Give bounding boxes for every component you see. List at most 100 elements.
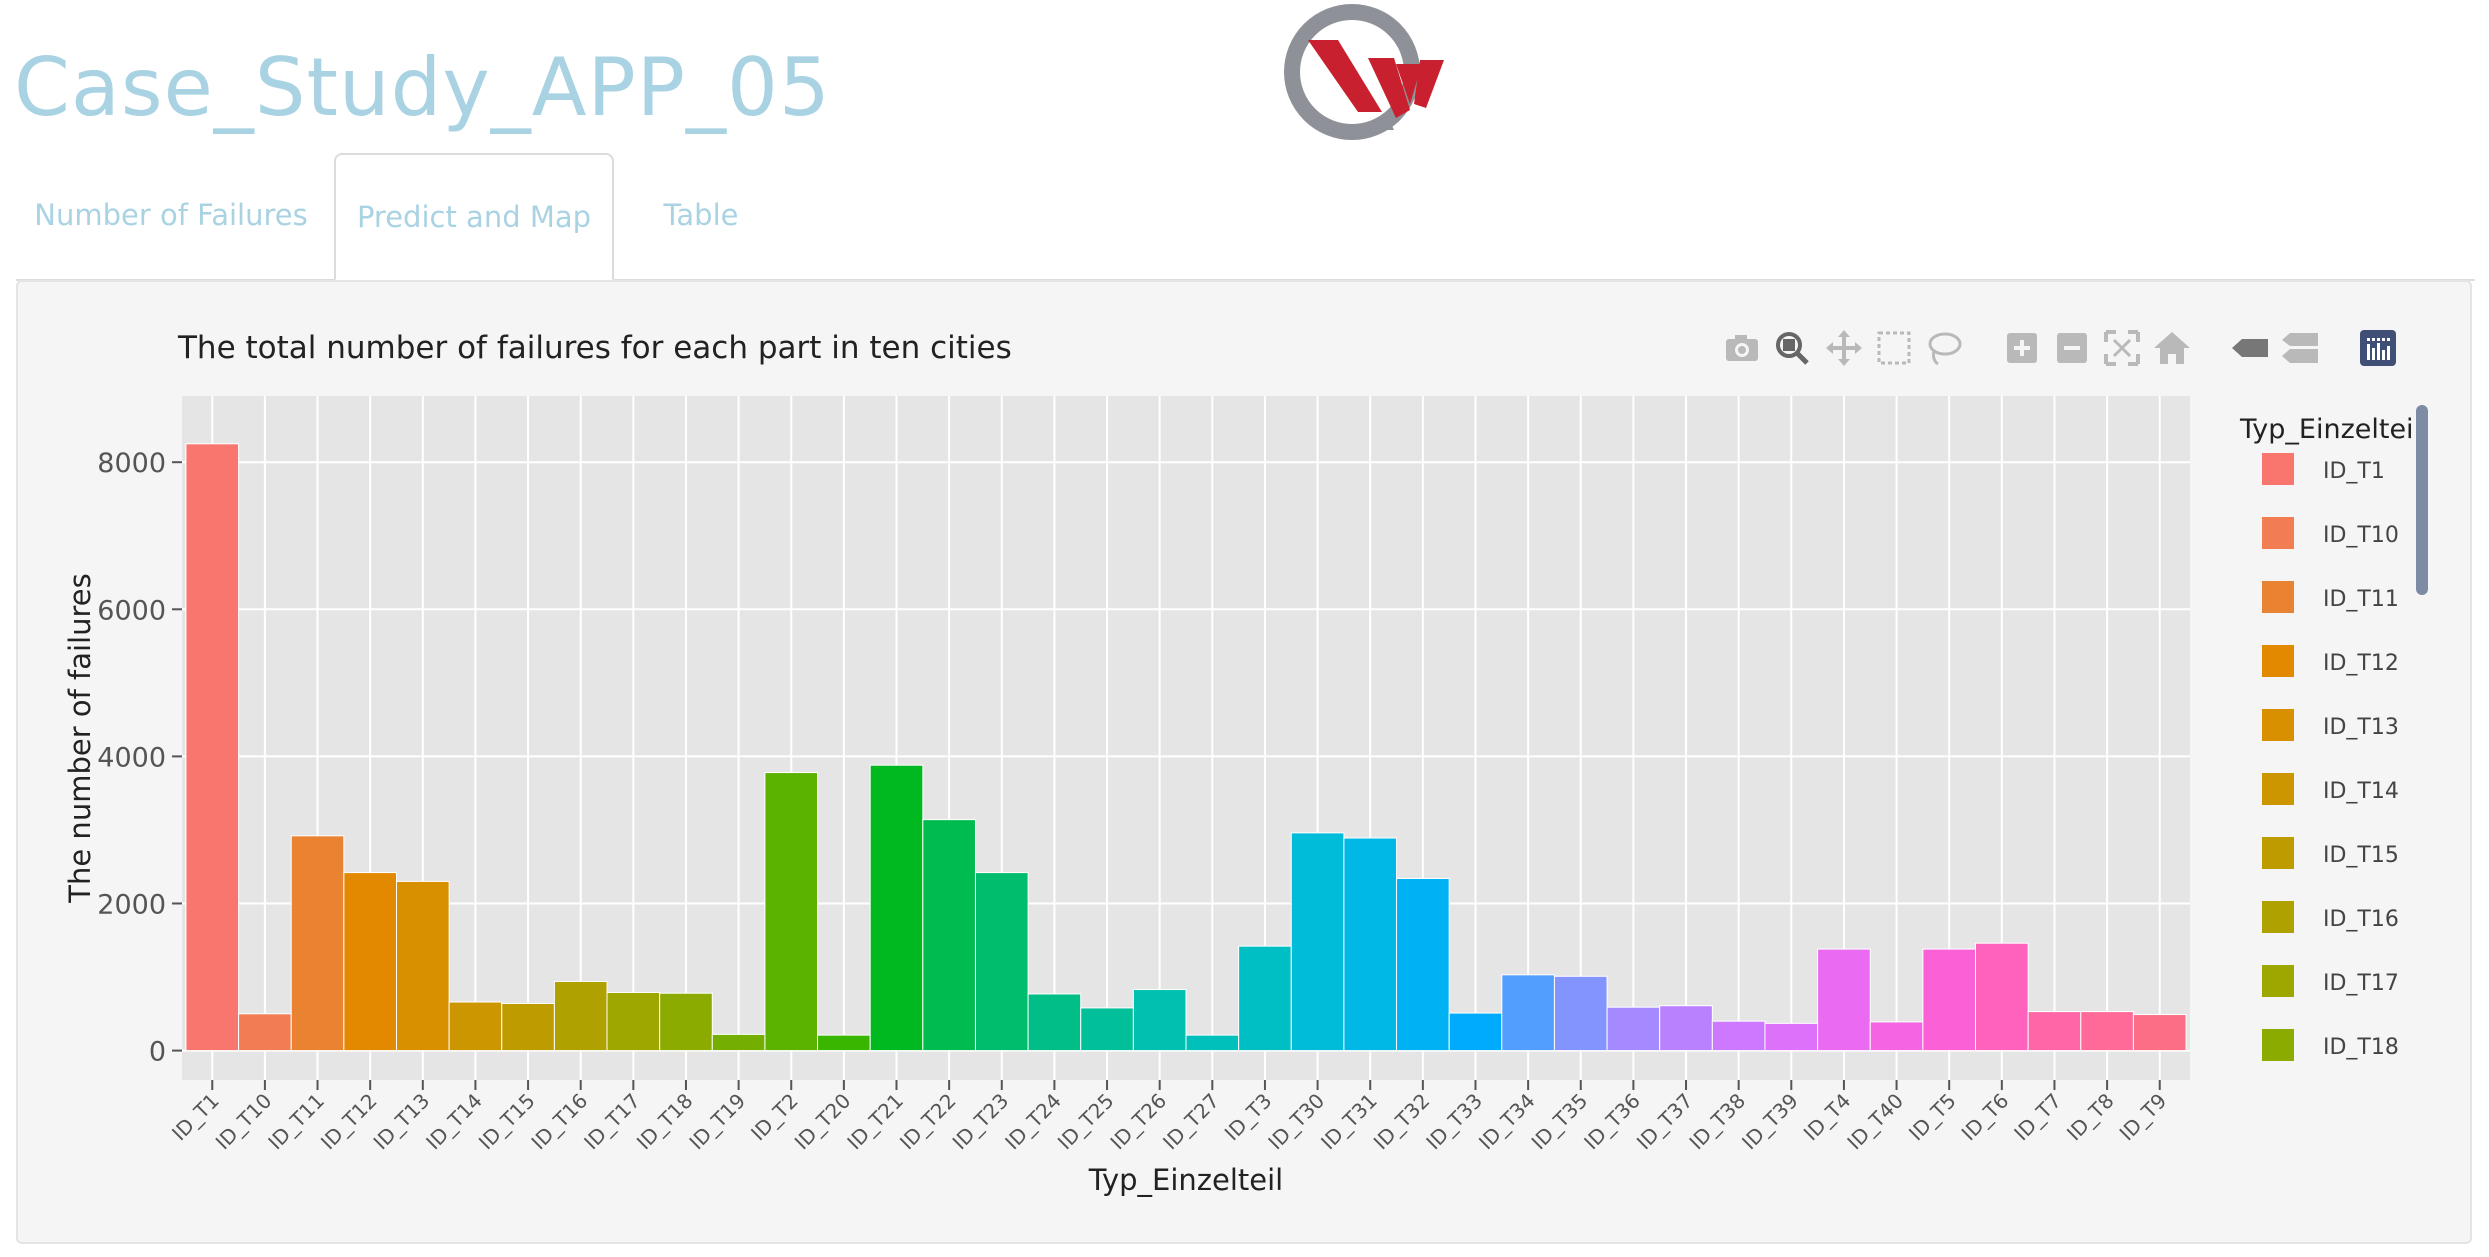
legend-swatch-ID_T14 <box>2262 773 2294 805</box>
bar-ID_T6 <box>1975 942 2029 1052</box>
x-tick-label: ID_T17 <box>579 1089 645 1155</box>
x-tick-label: ID_T21 <box>842 1089 908 1155</box>
x-tick-label: ID_T30 <box>1263 1089 1329 1155</box>
x-tick-label: ID_T31 <box>1316 1089 1382 1155</box>
x-tick-label: ID_T11 <box>263 1089 329 1155</box>
y-tick-label: 2000 <box>97 889 166 920</box>
bar-ID_T25 <box>1080 1007 1134 1052</box>
x-tick-label: ID_T16 <box>527 1089 593 1155</box>
x-tick-label: ID_T26 <box>1105 1089 1171 1155</box>
legend-label-ID_T11: ID_T11 <box>2323 587 2399 612</box>
bar-ID_T27 <box>1185 1034 1240 1052</box>
bar-ID_T1 <box>185 443 240 1052</box>
x-tick-label: ID_T34 <box>1474 1089 1540 1155</box>
x-tick-label: ID_T38 <box>1684 1089 1750 1155</box>
zoom-icon[interactable] <box>1770 326 1814 370</box>
bar-ID_T31 <box>1343 837 1398 1052</box>
legend-label-ID_T12: ID_T12 <box>2323 651 2399 676</box>
bar-ID_T12 <box>343 872 397 1052</box>
bar-ID_T30 <box>1290 832 1345 1052</box>
legend-swatch-ID_T17 <box>2262 965 2294 997</box>
bar-ID_T7 <box>2027 1011 2082 1052</box>
bar-ID_T10 <box>238 1013 292 1052</box>
x-tick-label: ID_T14 <box>421 1089 487 1155</box>
x-tick-label: ID_T12 <box>316 1089 382 1155</box>
bar-ID_T5 <box>1922 948 1977 1052</box>
legend-title: Typ_Einzelteil <box>2239 414 2421 445</box>
x-tick-label: ID_T19 <box>684 1089 750 1155</box>
y-tick-label: 4000 <box>97 742 166 773</box>
hover-compare-icon[interactable] <box>2278 326 2322 370</box>
legend-scrollbar[interactable] <box>2416 405 2428 595</box>
bar-ID_T17 <box>606 991 661 1052</box>
bar-ID_T40 <box>1869 1021 1924 1052</box>
x-tick-label: ID_T39 <box>1737 1089 1803 1155</box>
pan-icon[interactable] <box>1822 326 1866 370</box>
bar-ID_T37 <box>1659 1005 1713 1052</box>
lasso-icon[interactable] <box>1922 326 1966 370</box>
bar-ID_T16 <box>553 980 608 1052</box>
x-tick-label: ID_T36 <box>1579 1089 1645 1155</box>
legend-swatch-ID_T11 <box>2262 581 2294 613</box>
x-tick-label: ID_T32 <box>1369 1089 1435 1155</box>
y-tick-label: 0 <box>149 1037 166 1068</box>
legend-label-ID_T14: ID_T14 <box>2323 779 2399 804</box>
legend-label-ID_T1: ID_T1 <box>2323 459 2385 484</box>
x-tick-label: ID_T35 <box>1527 1089 1593 1155</box>
legend-swatch-ID_T15 <box>2262 837 2294 869</box>
legend-swatch-ID_T16 <box>2262 901 2294 933</box>
bar-ID_T26 <box>1132 989 1187 1052</box>
x-tick-label: ID_T25 <box>1053 1089 1119 1155</box>
x-tick-label: ID_T15 <box>474 1089 540 1155</box>
zoom-in-icon[interactable] <box>2000 326 2044 370</box>
company-logo <box>1284 4 1444 140</box>
bar-ID_T20 <box>817 1034 871 1052</box>
bar-ID_T13 <box>395 880 450 1052</box>
x-tick-label: ID_T33 <box>1421 1089 1487 1155</box>
bar-ID_T33 <box>1448 1012 1503 1052</box>
x-tick-label: ID_T37 <box>1632 1089 1698 1155</box>
zoom-out-icon[interactable] <box>2050 326 2094 370</box>
bar-ID_T38 <box>1711 1020 1766 1052</box>
x-tick-label: ID_T20 <box>790 1089 856 1155</box>
x-tick-label: ID_T5 <box>1904 1089 1961 1146</box>
legend-label-ID_T16: ID_T16 <box>2323 907 2399 932</box>
bar-ID_T4 <box>1817 948 1871 1052</box>
bar-ID_T11 <box>290 835 345 1052</box>
bar-ID_T32 <box>1396 877 1450 1052</box>
hover-closest-icon[interactable] <box>2228 326 2272 370</box>
legend-swatch-ID_T13 <box>2262 709 2294 741</box>
x-tick-label: ID_T22 <box>895 1089 961 1155</box>
x-tick-label: ID_T23 <box>948 1089 1014 1155</box>
x-tick-label: ID_T18 <box>632 1089 698 1155</box>
plot-area <box>182 396 2190 1080</box>
x-tick-label: ID_T8 <box>2062 1089 2119 1146</box>
camera-icon[interactable] <box>1720 326 1764 370</box>
x-tick-label: ID_T6 <box>1957 1089 2014 1146</box>
bar-ID_T36 <box>1606 1006 1661 1052</box>
bar-ID_T22 <box>922 819 976 1052</box>
y-axis-title: The number of failures <box>63 573 97 903</box>
box-select-icon[interactable] <box>1872 326 1916 370</box>
bar-ID_T19 <box>711 1033 766 1052</box>
legend-swatch-ID_T18 <box>2262 1029 2294 1061</box>
tab-number-of-failures[interactable]: Number of Failures <box>34 198 308 232</box>
legend-swatch-ID_T1 <box>2262 453 2294 485</box>
x-tick-label: ID_T7 <box>2009 1089 2066 1146</box>
home-icon[interactable] <box>2150 326 2194 370</box>
y-tick-label: 8000 <box>97 448 166 479</box>
x-tick-label: ID_T10 <box>211 1089 277 1155</box>
x-tick-label: ID_T27 <box>1158 1089 1224 1155</box>
tab-predict-and-map[interactable]: Predict and Map <box>334 153 614 281</box>
bar-ID_T8 <box>2080 1011 2134 1052</box>
x-tick-label: ID_T40 <box>1842 1089 1908 1155</box>
legend-label-ID_T18: ID_T18 <box>2323 1035 2399 1060</box>
plotly-logo-icon[interactable] <box>2356 326 2400 370</box>
plot-modebar <box>1720 326 2420 372</box>
bar-ID_T39 <box>1764 1022 1819 1052</box>
bar-ID_T14 <box>448 1001 503 1052</box>
autoscale-icon[interactable] <box>2100 326 2144 370</box>
x-tick-label: ID_T13 <box>369 1089 435 1155</box>
tab-table[interactable]: Table <box>663 198 739 232</box>
